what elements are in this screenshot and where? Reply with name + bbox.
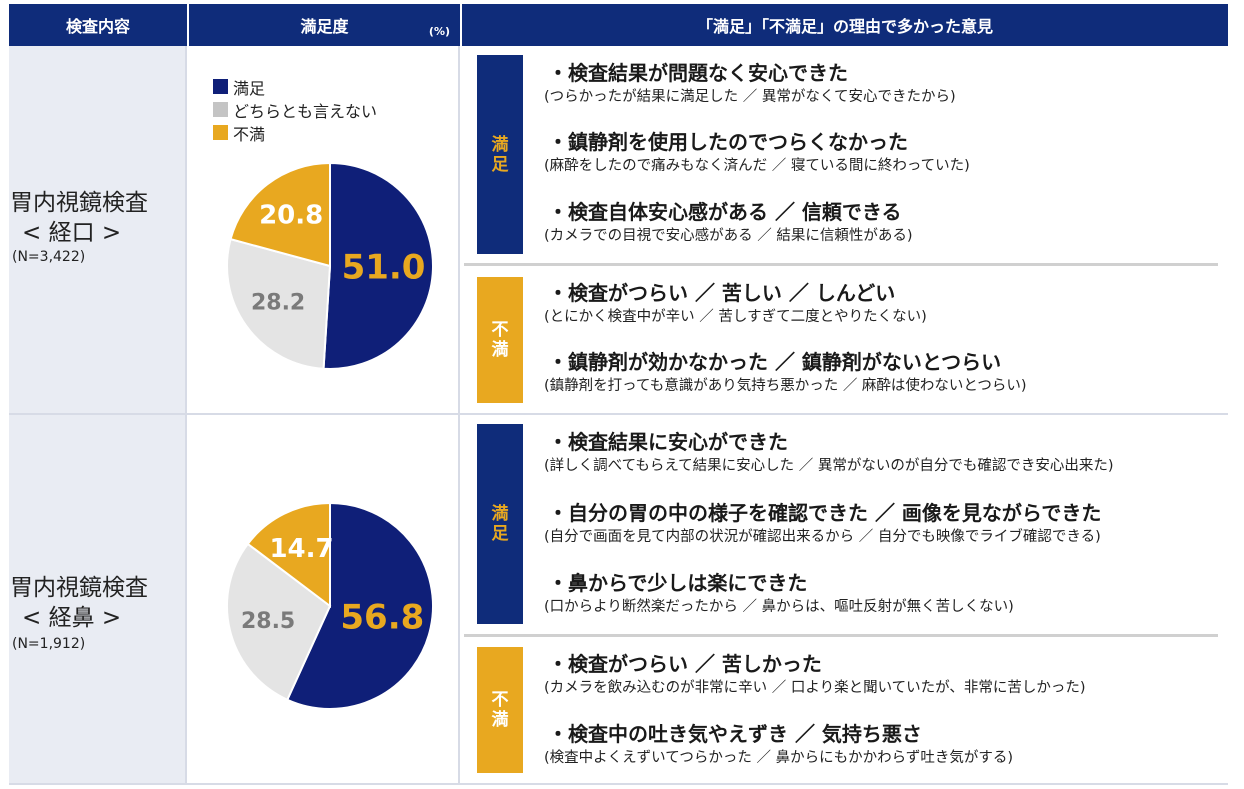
- badge-char: 足: [491, 524, 509, 544]
- row2-sample-size: (N=1,912): [12, 636, 86, 652]
- opinion-detail: (鎮静剤を打っても意識があり気持ち悪かった ／ 麻酔は使わないとつらい): [544, 378, 1027, 394]
- pie-label-satisfied: 51.0: [342, 248, 426, 288]
- opinion-detail: (自分で画面を見て内部の状況が確認出来るから ／ 自分でも映像でライブ確認できる…: [544, 529, 1101, 545]
- badge-char: 不: [491, 320, 509, 340]
- opinion-detail: (カメラを飲み込むのが非常に辛い ／ 口より楽と聞いていたが、非常に苦しかった): [544, 680, 1086, 696]
- opinion-item: ・鎮静剤が効かなかった ／ 鎮静剤がないとつらい (鎮静剤を打っても意識があり気…: [544, 348, 1027, 396]
- badge-char: 満: [491, 710, 509, 730]
- pie-chart-oral: 51.0 28.2 20.8: [226, 161, 434, 370]
- opinion-item: ・鎮静剤を使用したのでつらくなかった (麻酔をしたので痛みもなく済んだ ／ 寝て…: [544, 128, 970, 176]
- pie-slice-satisfied: [322, 161, 434, 370]
- row1-exam-type: < 経口 >: [22, 220, 122, 246]
- opinion-main: ・検査がつらい ／ 苦しかった: [548, 652, 822, 676]
- badge-dissatisfied: 不満: [477, 277, 523, 403]
- opinion-main: ・検査がつらい ／ 苦しい ／ しんどい: [548, 281, 896, 305]
- opinion-detail: (口からより断然楽だったから ／ 鼻からは、嘔吐反射が無く苦しくない): [544, 599, 1014, 615]
- row-divider: [9, 783, 1228, 785]
- opinion-main: ・検査結果が問題なく安心できた: [548, 61, 848, 85]
- opinion-main: ・検査中の吐き気やえずき ／ 気持ち悪さ: [548, 722, 922, 746]
- opinion-main: ・検査自体安心感がある ／ 信頼できる: [548, 200, 902, 224]
- row2-exam-cell: [9, 415, 187, 783]
- chart-legend: 満足 どちらとも言えない 不満: [213, 75, 377, 144]
- row2-exam-name: 胃内視鏡検査: [10, 575, 148, 601]
- legend-swatch: [213, 102, 228, 117]
- pie-slice-dissatisfied: [246, 501, 331, 609]
- header-unit: (%): [428, 25, 450, 38]
- header-exam: 検査内容: [9, 4, 187, 46]
- opinion-main: ・検査結果に安心ができた: [548, 430, 788, 454]
- badge-satisfied: 満足: [477, 424, 523, 624]
- header-satisfaction: 満足度 (%): [189, 4, 460, 46]
- opinion-item: ・検査がつらい ／ 苦しかった (カメラを飲み込むのが非常に辛い ／ 口より楽と…: [544, 650, 1086, 698]
- opinion-item: ・検査結果が問題なく安心できた (つらかったが結果に満足した ／ 異常がなくて安…: [544, 59, 956, 107]
- pie-chart-nasal: 56.8 28.5 14.7: [226, 501, 434, 710]
- row2-opinion-cell: [462, 415, 1228, 783]
- opinion-item: ・検査がつらい ／ 苦しい ／ しんどい (とにかく検査中が辛い ／ 苦しすぎて…: [544, 279, 927, 327]
- legend-swatch: [213, 125, 228, 140]
- badge-dissatisfied: 不満: [477, 647, 523, 773]
- pie-label-neutral: 28.2: [251, 291, 305, 316]
- opinion-item: ・検査自体安心感がある ／ 信頼できる (カメラでの目視で安心感がある ／ 結果…: [544, 198, 913, 246]
- legend-label: 満足: [233, 78, 266, 98]
- row1-opinion-cell: [462, 46, 1228, 413]
- legend-item-neutral: どちらとも言えない: [213, 98, 377, 121]
- header-opinions: 「満足」「不満足」の理由で多かった意見: [462, 4, 1228, 46]
- pie-slice-neutral: [226, 237, 332, 370]
- opinion-main: ・鎮静剤が効かなかった ／ 鎮静剤がないとつらい: [548, 350, 1002, 374]
- legend-swatch: [213, 79, 228, 94]
- opinion-detail: (カメラでの目視で安心感がある ／ 結果に信頼性がある): [544, 228, 913, 244]
- opinion-detail: (検査中よくえずいてつらかった ／ 鼻からにもかかわらず吐き気がする): [544, 750, 1014, 766]
- opinion-main: ・鎮静剤を使用したのでつらくなかった: [548, 130, 908, 154]
- legend-label: 不満: [233, 124, 266, 144]
- pie-slice-satisfied: [285, 501, 434, 710]
- pie-label-neutral: 28.5: [241, 609, 295, 634]
- badge-char: 満: [491, 340, 509, 360]
- pie-slice-dissatisfied: [229, 161, 331, 268]
- row1-exam-cell: [9, 46, 187, 413]
- pie-label-dissatisfied: 14.7: [269, 534, 333, 564]
- row1-exam-name: 胃内視鏡検査: [10, 190, 148, 216]
- opinion-item: ・検査中の吐き気やえずき ／ 気持ち悪さ (検査中よくえずいてつらかった ／ 鼻…: [544, 720, 1013, 768]
- row-divider: [9, 413, 1228, 415]
- row2-exam-type: < 経鼻 >: [22, 605, 122, 631]
- opinion-main: ・自分の胃の中の様子を確認できた ／ 画像を見ながらできた: [548, 501, 1102, 525]
- badge-char: 満: [491, 504, 509, 524]
- opinion-detail: (詳しく調べてもらえて結果に安心した ／ 異常がないのが自分でも確認でき安心出来…: [544, 458, 1114, 474]
- section-divider: [464, 263, 1218, 266]
- opinion-detail: (麻酔をしたので痛みもなく済んだ ／ 寝ている間に終わっていた): [544, 158, 970, 174]
- opinion-detail: (とにかく検査中が辛い ／ 苦しすぎて二度とやりたくない): [544, 309, 927, 325]
- pie-label-dissatisfied: 20.8: [259, 200, 323, 230]
- badge-char: 不: [491, 690, 509, 710]
- pie-slice-neutral: [226, 542, 332, 702]
- header-satisfaction-label: 満足度: [300, 17, 349, 36]
- opinion-item: ・検査結果に安心ができた (詳しく調べてもらえて結果に安心した ／ 異常がないの…: [544, 428, 1114, 476]
- badge-char: 満: [491, 134, 509, 155]
- opinion-detail: (つらかったが結果に満足した ／ 異常がなくて安心できたから): [544, 89, 956, 105]
- badge-char: 足: [491, 154, 509, 175]
- badge-satisfied: 満足: [477, 55, 523, 254]
- legend-label: どちらとも言えない: [233, 101, 378, 121]
- opinion-item: ・鼻からで少しは楽にできた (口からより断然楽だったから ／ 鼻からは、嘔吐反射…: [544, 569, 1014, 617]
- section-divider: [464, 634, 1218, 637]
- pie-label-satisfied: 56.8: [340, 597, 424, 637]
- opinion-item: ・自分の胃の中の様子を確認できた ／ 画像を見ながらできた (自分で画面を見て内…: [544, 499, 1102, 547]
- row1-sample-size: (N=3,422): [12, 249, 86, 265]
- opinion-main: ・鼻からで少しは楽にできた: [548, 571, 808, 595]
- legend-item-dissatisfied: 不満: [213, 121, 377, 144]
- legend-item-satisfied: 満足: [213, 75, 377, 98]
